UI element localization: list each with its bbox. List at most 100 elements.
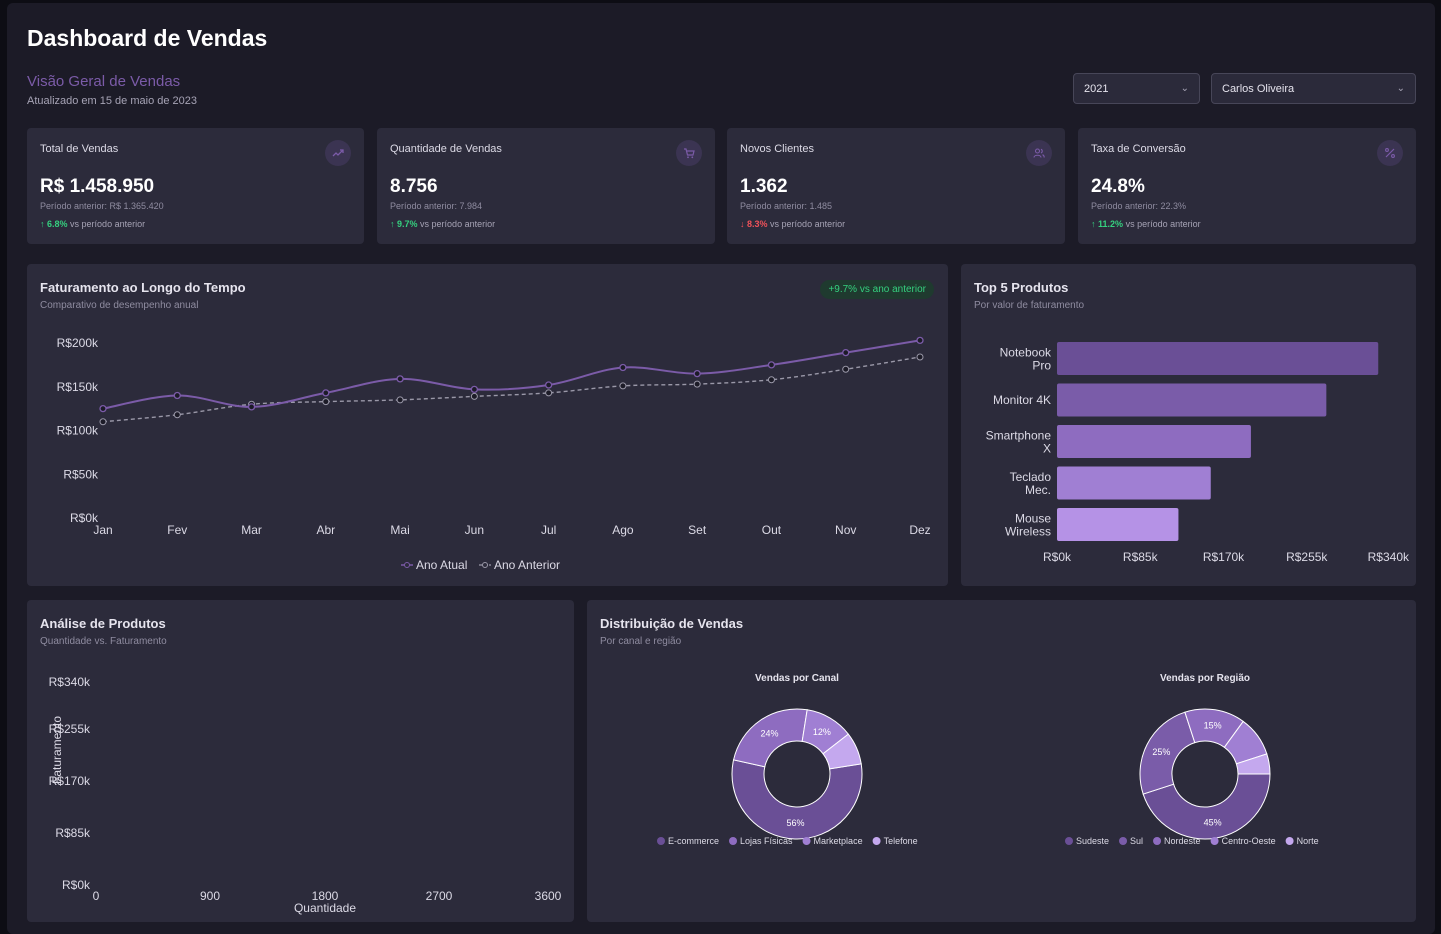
data-point-ano-anterior (767, 376, 775, 384)
donut-title: Vendas por Região (1160, 673, 1250, 684)
card-subtitle: Quantidade vs. Faturamento (40, 636, 167, 647)
dashboard-window: Dashboard de Vendas Visão Geral de Venda… (7, 3, 1435, 934)
data-point-ano-atual (247, 403, 256, 411)
x-tick-label: Abr (316, 523, 335, 537)
legend-swatch (1065, 837, 1073, 845)
card-title: Distribuição de Vendas (600, 616, 744, 631)
kpi-delta-text: vs período anterior (420, 219, 496, 229)
chevron-down-icon: ⌄ (1180, 83, 1189, 94)
trending-up-icon (325, 140, 351, 166)
x-axis-label: Quantidade (294, 901, 356, 915)
donut-slice-label: 56% (786, 818, 804, 828)
kpi-delta: ↑ 11.2% vs período anterior (1091, 219, 1201, 229)
legend-swatch (1285, 837, 1294, 845)
kpi-delta: ↑ 9.7% vs período anterior (390, 219, 495, 229)
kpi-label: Total de Vendas (40, 143, 119, 155)
x-tick-label: R$170k (1203, 550, 1245, 564)
y-tick-label: R$100k (57, 424, 99, 438)
bar-category-label: Monitor 4K (993, 393, 1051, 407)
kpi-value: 8.756 (390, 176, 438, 197)
percent-icon (1377, 140, 1403, 166)
year-select[interactable]: 2021 ⌄ (1073, 73, 1200, 104)
kpi-value: R$ 1.458.950 (40, 176, 155, 197)
card-title: Faturamento ao Longo do Tempo (40, 280, 246, 295)
data-point-ano-atual (396, 375, 404, 383)
bar-category-label: Teclado (1010, 470, 1052, 484)
data-point-ano-atual (99, 404, 107, 413)
data-point-ano-anterior (396, 396, 404, 404)
data-point-ano-atual (470, 385, 479, 394)
donut-slice-telefone (822, 733, 862, 770)
x-tick-label: 1800 (312, 889, 339, 903)
card-title: Análise de Produtos (40, 616, 166, 631)
product-scatter-chart: R$0k R$85k R$170k R$255k R$340k 0 900 1800 2700 3… (49, 675, 562, 915)
legend-label-ano-anterior: Ano Anterior (494, 558, 560, 572)
bar-category-label: Pro (1032, 359, 1051, 373)
x-tick-label: Set (688, 523, 707, 537)
x-tick-label: R$0k (1043, 550, 1072, 564)
x-tick-label: Dez (909, 523, 930, 537)
sales-distribution-card: Distribuição de Vendas Por canal e regiã… (587, 600, 1416, 922)
x-tick-label: Jul (541, 523, 556, 537)
bar-smartphone-x (1057, 425, 1251, 458)
data-point-ano-atual (842, 348, 850, 357)
bar-mouse-wireless (1057, 508, 1179, 541)
donut-slice-label: 12% (813, 727, 831, 737)
updated-timestamp: Atualizado em 15 de maio de 2023 (27, 95, 198, 107)
arrow-up-icon: ↑ (40, 219, 45, 229)
legend-swatch (657, 837, 665, 845)
data-point-ano-atual (322, 389, 330, 397)
year-select-value: 2021 (1084, 82, 1109, 95)
bar-category-label: X (1043, 442, 1051, 456)
bar-category-label: Wireless (1005, 525, 1051, 539)
kpi-delta-text: vs período anterior (770, 219, 846, 229)
legend-swatch (1210, 837, 1219, 845)
x-tick-label: Ago (612, 523, 634, 537)
y-tick-label: R$0k (62, 878, 91, 892)
legend-swatch (802, 837, 811, 845)
distribution-donut-charts: Vendas por Canal 56% 24% 12% E-commerce Lojas… (657, 673, 1319, 846)
x-tick-label: Jun (465, 523, 484, 537)
x-tick-label: 900 (200, 889, 220, 903)
y-tick-label: R$340k (49, 675, 91, 689)
legend-label: Centro-Oeste (1222, 836, 1276, 846)
x-tick-label: 2700 (426, 889, 453, 903)
chevron-down-icon: ⌄ (1396, 83, 1405, 94)
kpi-previous: Período anterior: 22.3% (1091, 201, 1187, 211)
kpi-delta-value: 6.8% (47, 219, 68, 229)
seller-select[interactable]: Carlos Oliveira ⌄ (1211, 73, 1416, 104)
card-subtitle: Por valor de faturamento (974, 300, 1085, 311)
card-subtitle: Comparativo de desempenho anual (40, 300, 199, 311)
donut-slice-e-commerce (731, 759, 863, 840)
x-tick-label: Mar (241, 523, 262, 537)
legend-marker-ano-anterior (482, 562, 488, 568)
kpi-delta-value: 11.2% (1098, 219, 1124, 229)
bar-category-label: Smartphone (986, 429, 1052, 443)
product-analysis-card: Análise de Produtos Quantidade vs. Fatur… (27, 600, 574, 922)
kpi-delta-text: vs período anterior (1125, 219, 1201, 229)
kpi-card-conversion-rate: Taxa de Conversão 24.8% Período anterior… (1078, 128, 1416, 244)
kpi-label: Novos Clientes (740, 143, 814, 155)
kpi-delta-value: 8.3% (747, 219, 768, 229)
y-tick-label: R$0k (70, 511, 99, 525)
legend-swatch (1119, 837, 1128, 845)
kpi-delta-value: 9.7% (397, 219, 418, 229)
bar-category-label: Notebook (1000, 346, 1052, 360)
x-tick-label: R$255k (1286, 550, 1328, 564)
kpi-value: 1.362 (740, 176, 788, 197)
x-tick-label: 0 (93, 889, 100, 903)
donut-slice-label: 15% (1204, 721, 1222, 731)
donut-slice-label: 45% (1204, 817, 1222, 827)
kpi-label: Taxa de Conversão (1091, 143, 1186, 155)
legend-label: Sul (1130, 836, 1143, 846)
cart-icon (676, 140, 702, 166)
legend-label: Telefone (884, 836, 918, 846)
y-axis-label: Faturamento (50, 716, 64, 784)
data-point-ano-anterior (322, 398, 330, 406)
bar-monitor-4k (1057, 383, 1327, 417)
arrow-up-icon: ↑ (390, 219, 395, 229)
y-tick-label: R$150k (57, 380, 99, 394)
donut-slice-label: 25% (1152, 747, 1170, 757)
growth-badge: +9.7% vs ano anterior (820, 280, 934, 299)
donut-slice-label: 24% (760, 728, 778, 738)
